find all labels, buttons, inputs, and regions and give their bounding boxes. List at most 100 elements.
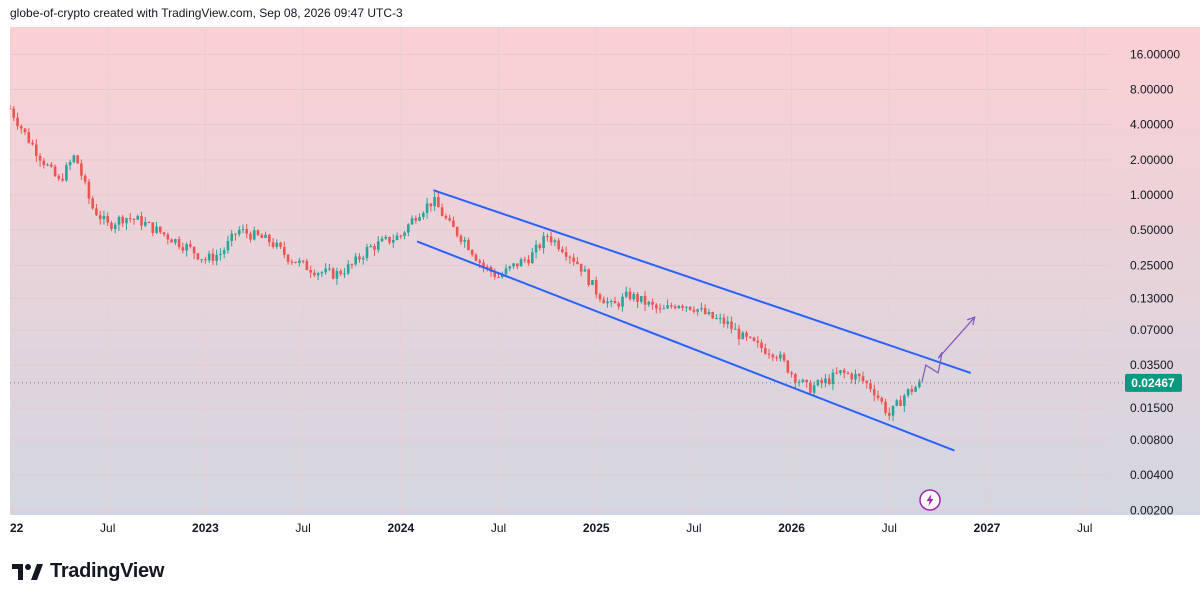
candle — [121, 214, 125, 228]
channel-upper-line[interactable] — [433, 189, 972, 374]
candle — [534, 240, 538, 259]
candle — [658, 303, 662, 314]
candle — [267, 233, 271, 247]
candle — [125, 217, 128, 230]
channel-lower-line[interactable] — [416, 240, 955, 452]
candle — [407, 223, 410, 237]
candle — [606, 297, 609, 308]
candle — [523, 256, 527, 264]
candle — [23, 128, 27, 136]
candle — [31, 139, 34, 146]
candle — [839, 370, 842, 376]
candle — [113, 222, 117, 234]
candle — [249, 231, 252, 243]
candle — [324, 263, 327, 275]
candle — [647, 300, 651, 307]
candle — [865, 379, 869, 389]
candle — [286, 253, 290, 265]
candle — [583, 265, 587, 272]
candle — [553, 238, 557, 247]
candle — [151, 222, 155, 237]
candle — [910, 385, 914, 396]
candle — [752, 336, 756, 342]
candle — [219, 248, 222, 261]
candle — [264, 231, 267, 239]
candle — [673, 304, 677, 310]
candle — [805, 379, 808, 388]
candle — [189, 240, 192, 249]
candle — [700, 302, 703, 312]
candle — [395, 232, 399, 241]
candle — [16, 112, 19, 130]
candle — [91, 195, 94, 210]
y-tick-label: 0.00400 — [1130, 468, 1174, 482]
x-axis-labels: 2022 Jul 2023 Jul 2024 Jul 2025 Jul 2026 Jul 2027 J… — [0, 521, 1092, 535]
x-tick-label: 2023 — [192, 521, 219, 535]
candle — [824, 373, 827, 388]
candle — [775, 355, 778, 362]
candle — [275, 239, 279, 250]
candle — [8, 105, 12, 110]
candle — [572, 253, 575, 266]
candle — [493, 268, 497, 280]
candle — [816, 379, 820, 387]
candle — [245, 223, 249, 239]
candle — [211, 248, 215, 266]
candle — [72, 154, 76, 164]
price-chart[interactable]: 16.00000 8.00000 4.00000 2.00000 1.00000 0.50… — [0, 27, 1200, 542]
candle — [850, 371, 854, 384]
candle — [174, 238, 177, 246]
candle — [903, 393, 906, 413]
candle — [628, 287, 632, 301]
candle — [87, 179, 91, 204]
chart-caption: globe-of-crypto created with TradingView… — [10, 6, 403, 20]
projection-path[interactable] — [921, 316, 976, 383]
candle — [756, 336, 760, 348]
candle — [538, 243, 542, 251]
horizontal-gridlines — [10, 53, 1110, 511]
candle — [46, 162, 49, 167]
candle — [12, 105, 16, 121]
candle — [827, 374, 831, 386]
candle — [809, 379, 812, 394]
candle — [527, 255, 530, 266]
candle — [831, 368, 835, 391]
candle — [726, 316, 730, 329]
y-tick-label: 16.00000 — [1130, 47, 1180, 61]
candle — [166, 232, 170, 245]
candle — [748, 336, 752, 339]
candle — [361, 255, 365, 265]
candle — [884, 398, 887, 416]
candle — [57, 174, 61, 181]
candle — [283, 241, 286, 259]
candle — [857, 373, 861, 382]
candle — [482, 259, 485, 273]
flash-icon[interactable] — [919, 489, 941, 511]
candle — [474, 252, 478, 262]
candle — [365, 243, 369, 262]
candle — [80, 159, 83, 180]
candle — [452, 216, 455, 228]
candle — [722, 313, 726, 328]
candle — [425, 197, 429, 219]
x-tick-label: 2025 — [583, 521, 610, 535]
candle — [763, 343, 767, 355]
candle — [98, 210, 102, 225]
candle — [422, 211, 425, 220]
candle — [655, 302, 658, 314]
candle — [771, 353, 775, 362]
candle — [797, 379, 801, 387]
candle — [448, 214, 451, 222]
candle — [181, 242, 185, 254]
candle — [170, 238, 173, 243]
x-tick-label: 2027 — [974, 521, 1001, 535]
chart-svg: 16.00000 8.00000 4.00000 2.00000 1.00000 0.50… — [0, 27, 1200, 535]
candle — [609, 299, 613, 308]
candle — [786, 359, 790, 374]
candle — [549, 231, 553, 246]
candle — [376, 236, 380, 253]
candle — [730, 316, 733, 334]
candle — [298, 257, 301, 267]
candle — [192, 246, 196, 260]
trend-channel — [416, 189, 972, 452]
